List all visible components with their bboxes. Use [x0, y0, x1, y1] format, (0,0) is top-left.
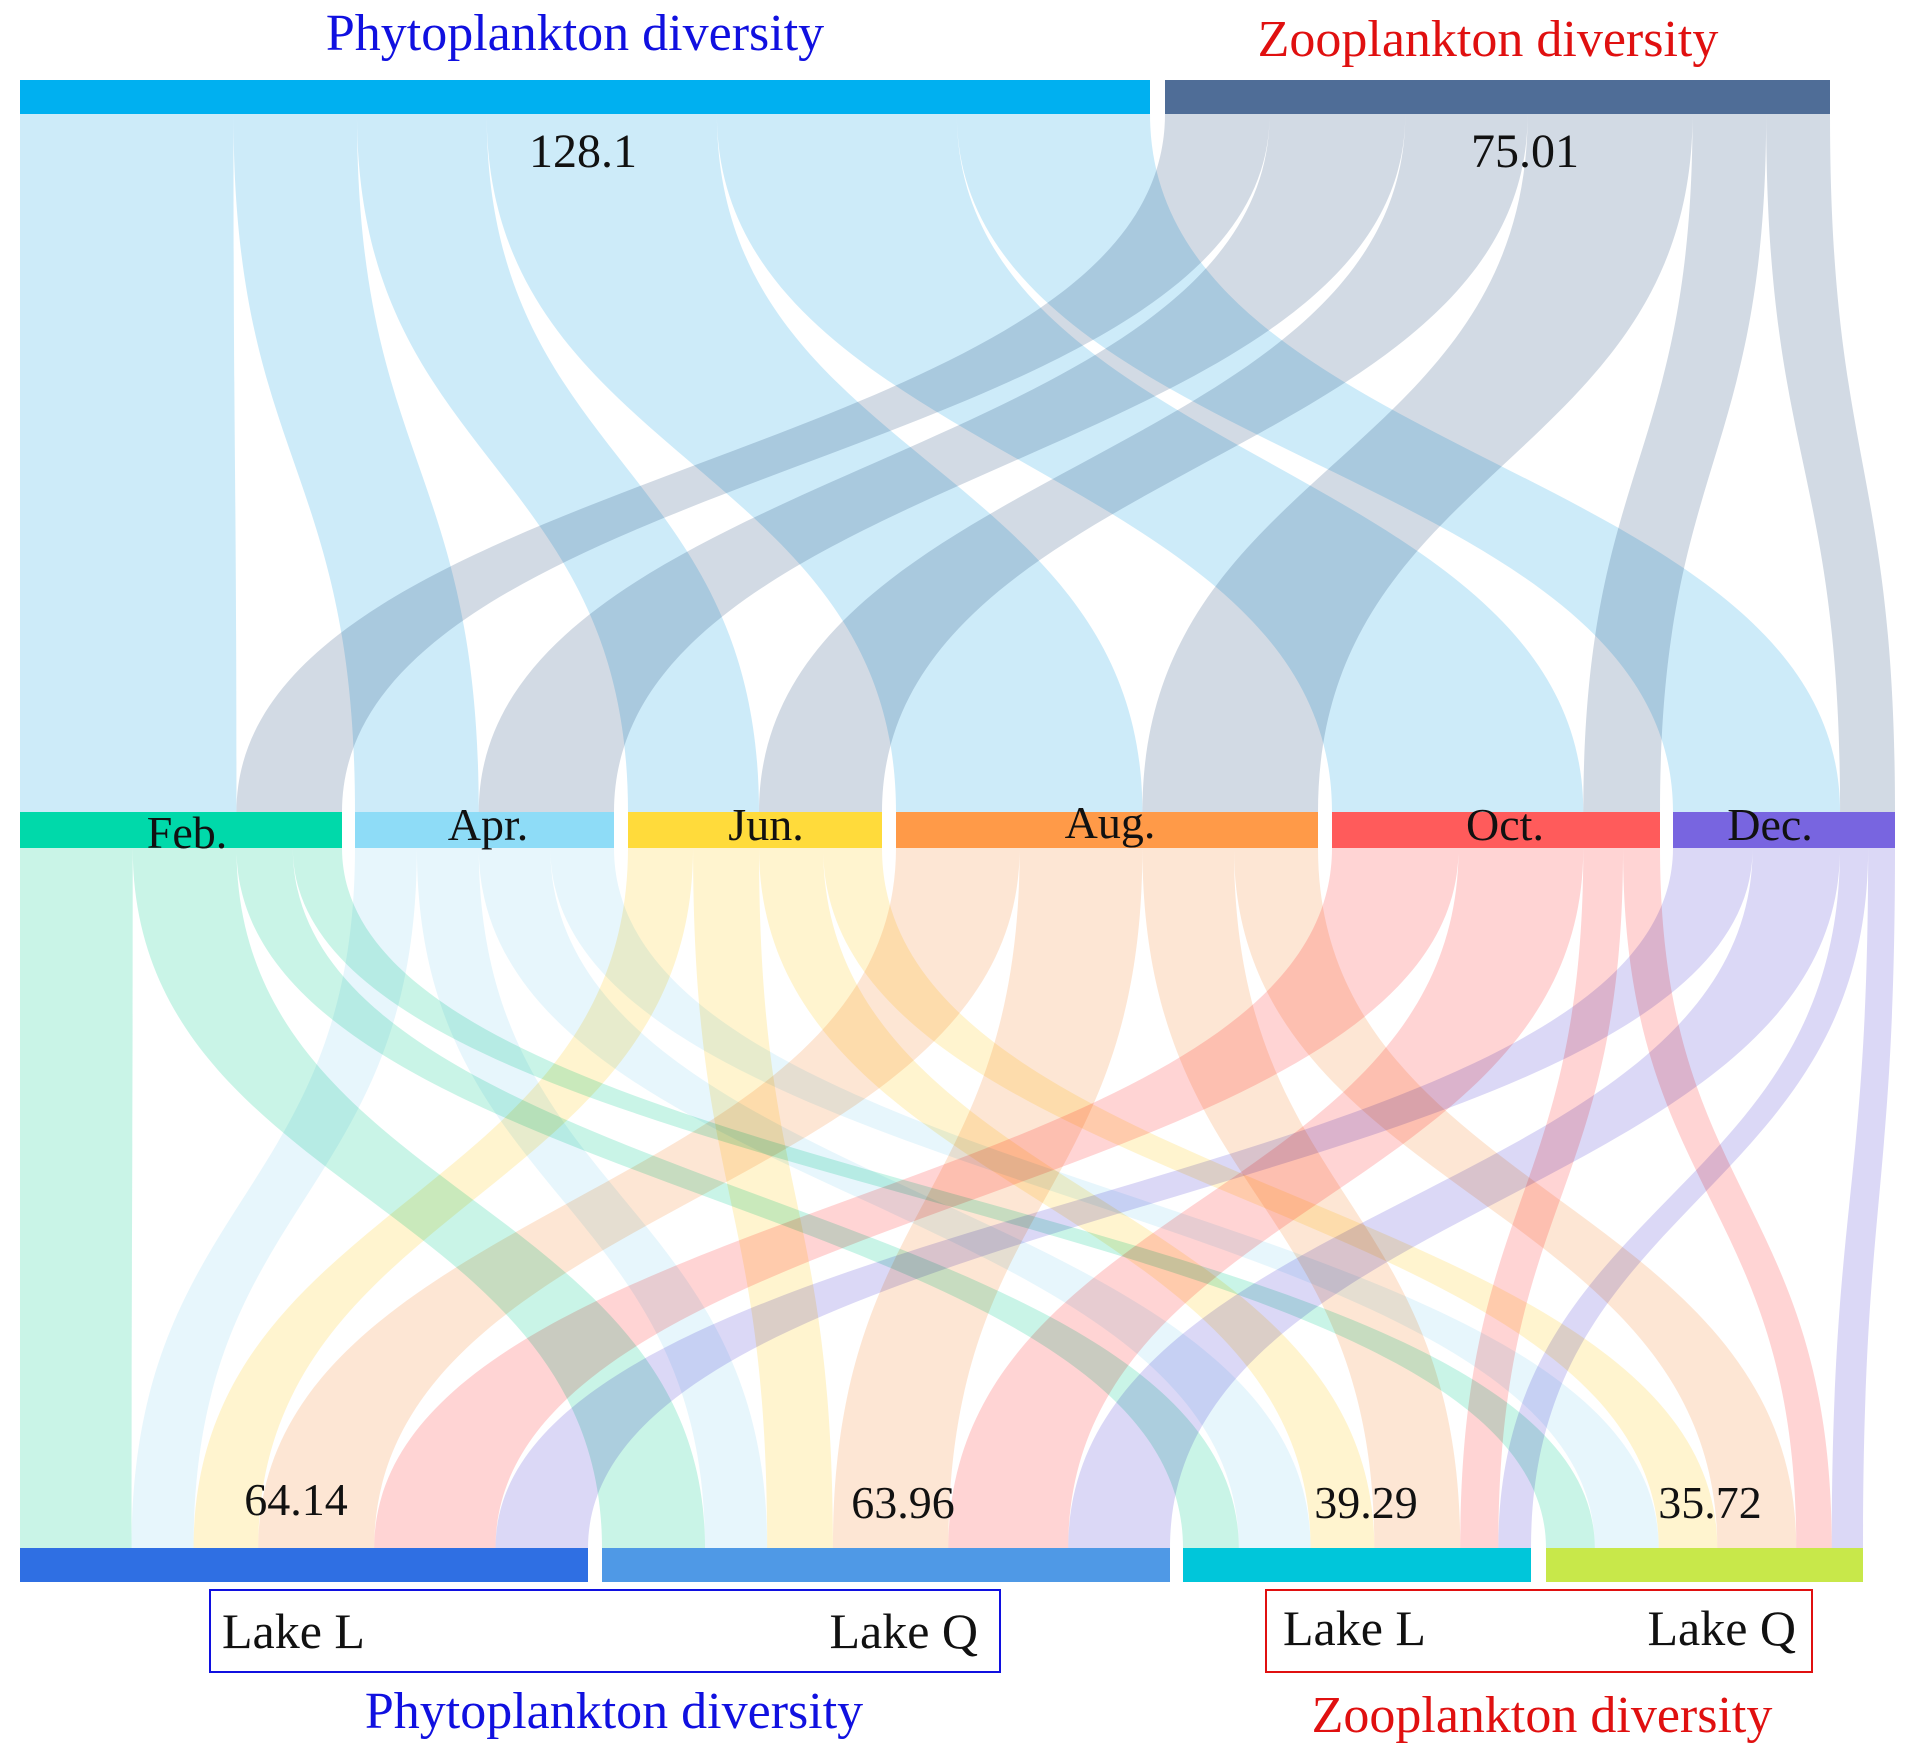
- legend-zoo-caption: Zooplankton diversity: [1312, 1687, 1773, 1744]
- lake-node-phyto_L: [20, 1548, 588, 1582]
- month-node-oct: [1332, 812, 1660, 848]
- flow-aug-to-phyto_Q: [832, 848, 1143, 1548]
- flow-dec-to-phyto_L: [495, 848, 1753, 1548]
- source-node-phyto: [20, 80, 1150, 114]
- month-node-feb: [20, 812, 342, 848]
- flow-dec-to-phyto_Q: [1068, 848, 1841, 1548]
- flow-dec-to-zoo_L: [1498, 848, 1869, 1548]
- lake-value-zoo-L: 39.29: [1314, 1477, 1418, 1528]
- month-label-dec: Dec.: [1727, 799, 1813, 850]
- month-label-oct: Oct.: [1466, 799, 1544, 850]
- legend-phyto-lake-L: Lake L: [222, 1603, 365, 1659]
- month-label-aug: Aug.: [1065, 797, 1156, 848]
- month-node-dec: [1673, 812, 1895, 848]
- lake-value-phyto-Q: 63.96: [851, 1477, 955, 1528]
- flow-zoo-to-apr: [478, 114, 1406, 812]
- flow-zoo-to-oct: [1583, 114, 1767, 812]
- month-label-feb: Feb.: [147, 807, 228, 858]
- legend-box-zooplankton: [1265, 1589, 1813, 1673]
- legend-box-phytoplankton: [209, 1589, 1001, 1673]
- header-phytoplankton: Phytoplankton diversity: [326, 5, 824, 62]
- flow-jun-to-phyto_Q: [693, 848, 833, 1548]
- flow-dec-to-zoo_Q: [1831, 848, 1895, 1548]
- source-value-zoo: 75.01: [1471, 125, 1579, 178]
- month-label-jun: Jun.: [728, 799, 803, 850]
- legend-zoo-lake-Q: Lake Q: [1647, 1600, 1796, 1656]
- flow-oct-to-phyto_L: [374, 848, 1459, 1548]
- source-node-zoo: [1165, 80, 1830, 114]
- legend-phyto-caption: Phytoplankton diversity: [365, 1683, 863, 1740]
- legend-phyto-lake-Q: Lake Q: [829, 1603, 978, 1659]
- flow-zoo-to-aug: [1142, 114, 1693, 812]
- flow-apr-to-phyto_L: [131, 848, 417, 1548]
- flow-jun-to-zoo_L: [759, 848, 1375, 1548]
- flow-phyto-to-aug: [486, 114, 1143, 812]
- month-node-apr: [355, 812, 614, 848]
- flow-zoo-to-jun: [759, 114, 1528, 812]
- lake-node-phyto_Q: [602, 1548, 1170, 1582]
- flow-feb-to-phyto_L: [20, 848, 133, 1548]
- lake-value-zoo-Q: 35.72: [1658, 1477, 1762, 1528]
- flow-zoo-to-dec: [1766, 114, 1895, 812]
- flow-aug-to-phyto_L: [258, 848, 1020, 1548]
- flow-zoo-to-feb: [236, 114, 1270, 812]
- flow-oct-to-zoo_Q: [1623, 848, 1832, 1548]
- sankey-nodes: [20, 80, 1895, 1582]
- source-value-phyto: 128.1: [529, 125, 637, 178]
- lake-node-zoo_Q: [1546, 1548, 1863, 1582]
- legend-zoo-lake-L: Lake L: [1283, 1600, 1426, 1656]
- flow-phyto-to-feb: [20, 114, 237, 812]
- lake-value-phyto-L: 64.14: [244, 1474, 348, 1525]
- month-label-apr: Apr.: [448, 799, 529, 850]
- flow-jun-to-phyto_L: [193, 848, 694, 1548]
- month-node-aug: [896, 812, 1318, 848]
- flow-oct-to-phyto_Q: [948, 848, 1584, 1548]
- month-to-lake-flows: [20, 848, 1895, 1548]
- lake-node-zoo_L: [1183, 1548, 1531, 1582]
- flow-aug-to-zoo_Q: [1233, 848, 1797, 1548]
- source-to-month-flows: [20, 114, 1895, 812]
- month-node-jun: [628, 812, 882, 848]
- header-zooplankton: Zooplankton diversity: [1258, 11, 1719, 68]
